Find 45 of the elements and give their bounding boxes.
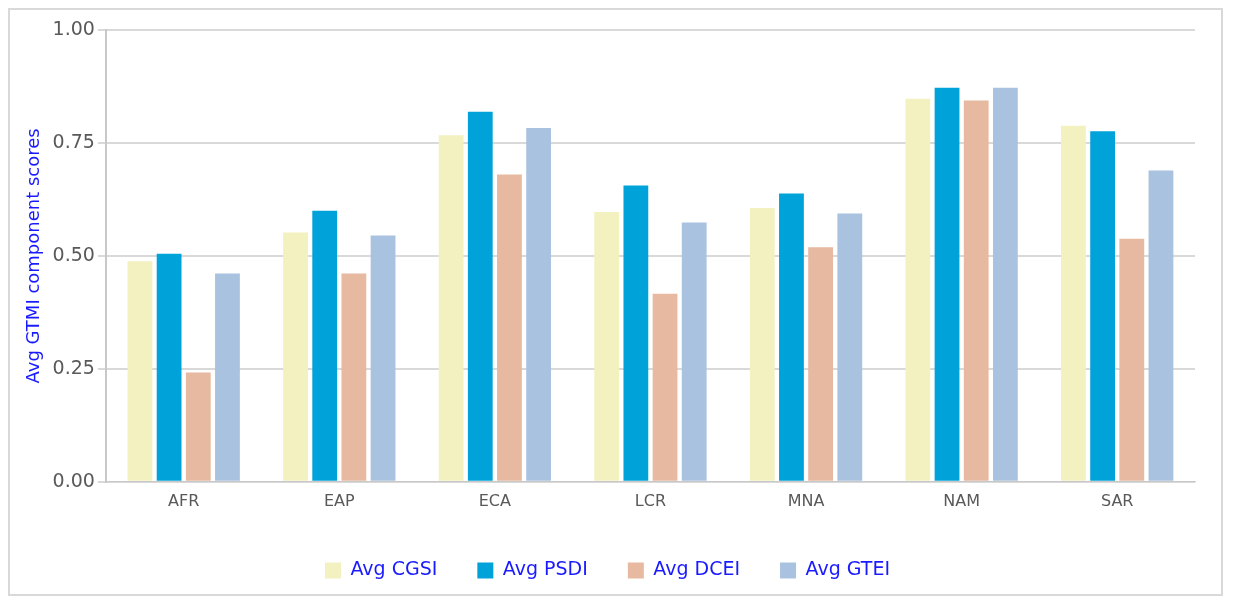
bar (467, 111, 493, 481)
bar (370, 235, 396, 481)
y-tick-label: 1.00 (52, 16, 95, 39)
bar (312, 210, 338, 481)
x-tick-label: SAR (1100, 490, 1134, 510)
bar (127, 261, 153, 481)
bar (156, 253, 182, 481)
bar (526, 128, 552, 481)
bar (623, 185, 649, 481)
bar (837, 213, 863, 481)
bar (283, 232, 308, 481)
legend-label: Avg PSDI (502, 557, 588, 580)
bar (1061, 125, 1086, 481)
text: 0.00 (52, 468, 95, 491)
bar (749, 208, 775, 481)
bar (594, 212, 620, 481)
legend-label: Avg GTEI (805, 557, 891, 580)
x-tick-label: EAP (323, 490, 355, 510)
x-tick-label: AFR (168, 490, 200, 510)
bar (652, 293, 678, 481)
bar (215, 273, 240, 481)
bar (934, 87, 960, 481)
bar (1119, 238, 1145, 481)
bar (1090, 131, 1116, 481)
bar (963, 100, 989, 481)
x-tick-label: NAM (943, 490, 980, 510)
bar (1148, 170, 1174, 481)
y-tick-label: 0.75 (52, 129, 95, 152)
legend-label: Avg DCEI (653, 557, 741, 580)
bar (779, 193, 804, 481)
x-tick-label: MNA (787, 490, 825, 510)
legend-label: Avg CGSI (350, 557, 438, 580)
bar (185, 372, 211, 481)
bar (341, 273, 367, 481)
bar (681, 222, 707, 481)
bar (497, 174, 522, 481)
y-tick-label: 0.25 (52, 355, 95, 378)
y-axis-title: Avg GTMI component scores (22, 128, 44, 384)
bar (808, 247, 834, 481)
bar (438, 135, 464, 481)
y-tick-label: 0.50 (52, 242, 95, 265)
bar (992, 87, 1018, 481)
bar (905, 98, 931, 481)
x-tick-label: LCR (634, 490, 667, 510)
x-tick-label: ECA (478, 490, 512, 510)
